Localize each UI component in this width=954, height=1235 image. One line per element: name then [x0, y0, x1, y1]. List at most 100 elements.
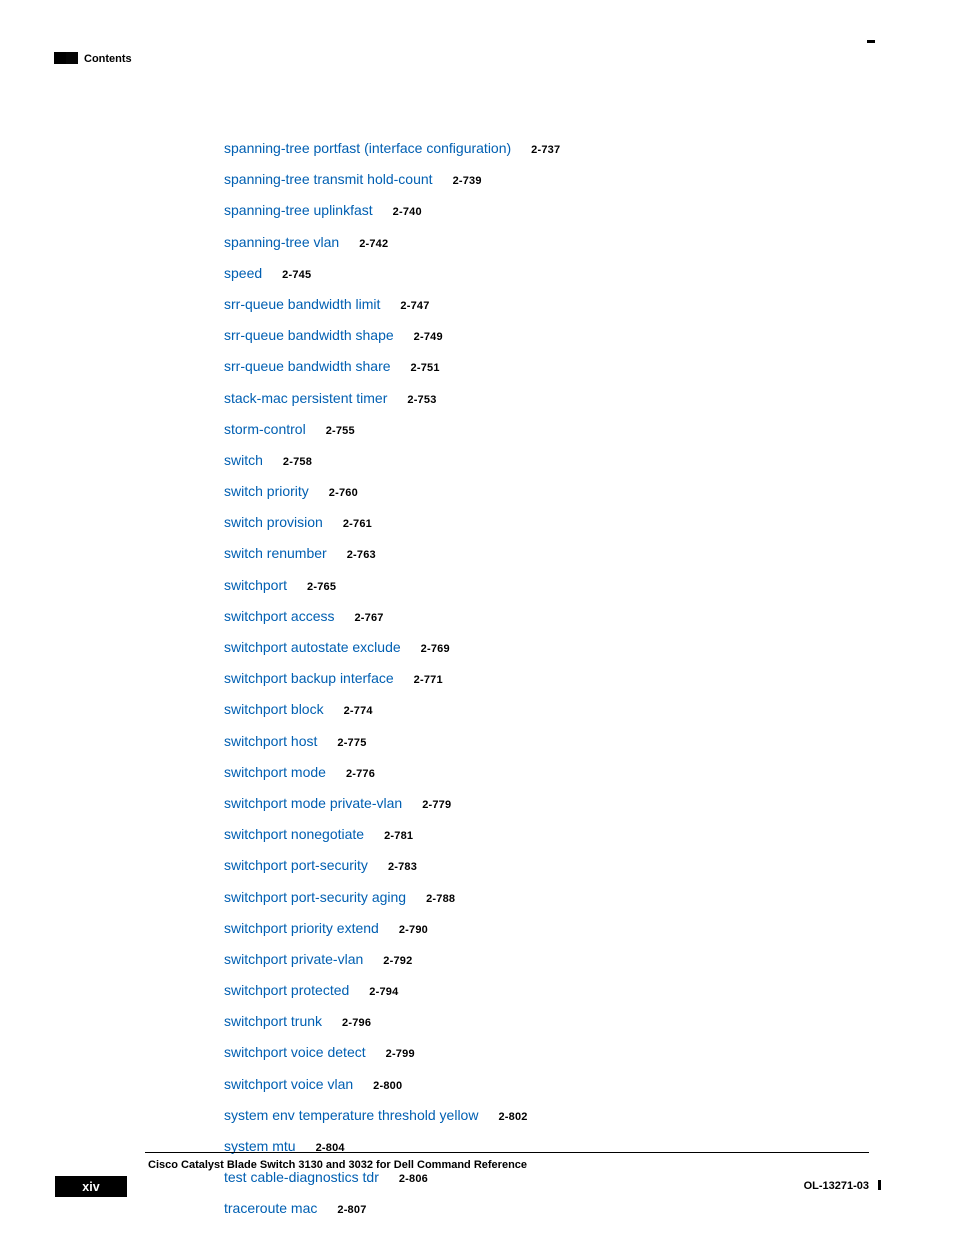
- toc-link[interactable]: spanning-tree uplinkfast: [224, 202, 373, 218]
- footer-separator: [145, 1152, 869, 1153]
- toc-page-ref: 2-767: [354, 612, 383, 624]
- toc-page-ref: 2-760: [329, 487, 358, 499]
- toc-row: spanning-tree portfast (interface config…: [224, 140, 864, 156]
- toc-link[interactable]: switchport protected: [224, 982, 349, 998]
- toc-page-ref: 2-794: [369, 986, 398, 998]
- toc-page-ref: 2-737: [531, 144, 560, 156]
- toc-page-ref: 2-800: [373, 1080, 402, 1092]
- toc-link[interactable]: stack-mac persistent timer: [224, 390, 387, 406]
- toc-row: switchport backup interface2-771: [224, 670, 864, 686]
- toc-page-ref: 2-751: [411, 362, 440, 374]
- toc-page-ref: 2-755: [326, 425, 355, 437]
- toc-link[interactable]: switchport port-security aging: [224, 889, 406, 905]
- toc-page-ref: 2-792: [383, 955, 412, 967]
- toc-link[interactable]: spanning-tree portfast (interface config…: [224, 140, 511, 156]
- toc-row: test cable-diagnostics tdr 2-806: [224, 1169, 864, 1185]
- toc-link[interactable]: switchport: [224, 577, 287, 593]
- toc-page-ref: 2-776: [346, 768, 375, 780]
- toc-link[interactable]: switch provision: [224, 514, 323, 530]
- toc-link[interactable]: test cable-diagnostics tdr: [224, 1169, 379, 1185]
- toc-page-ref: 2-807: [337, 1204, 366, 1216]
- toc-row: switchport access 2-767: [224, 608, 864, 624]
- toc-page-ref: 2-742: [359, 238, 388, 250]
- toc-page-ref: 2-740: [393, 206, 422, 218]
- toc-row: speed 2-745: [224, 265, 864, 281]
- toc-page-ref: 2-783: [388, 861, 417, 873]
- toc-page-ref: 2-779: [422, 799, 451, 811]
- toc-link[interactable]: switchport backup interface: [224, 670, 394, 686]
- toc-row: srr-queue bandwidth shape 2-749: [224, 327, 864, 343]
- toc-link[interactable]: traceroute mac: [224, 1200, 317, 1216]
- toc-row: spanning-tree uplinkfast 2-740: [224, 202, 864, 218]
- toc-page-ref: 2-739: [453, 175, 482, 187]
- toc-page-ref: 2-775: [337, 737, 366, 749]
- toc-page-ref: 2-747: [400, 300, 429, 312]
- toc-row: switchport port-security 2-783: [224, 857, 864, 873]
- table-of-contents: spanning-tree portfast (interface config…: [224, 140, 864, 1232]
- toc-link[interactable]: switchport mode private-vlan: [224, 795, 402, 811]
- toc-page-ref: 2-769: [421, 643, 450, 655]
- toc-row: switchport private-vlan 2-792: [224, 951, 864, 967]
- footer-doc-id: OL-13271-03: [804, 1180, 869, 1192]
- toc-link[interactable]: switch: [224, 452, 263, 468]
- toc-row: switchport port-security aging2-788: [224, 889, 864, 905]
- toc-link[interactable]: storm-control: [224, 421, 306, 437]
- toc-row: switchport mode 2-776: [224, 764, 864, 780]
- footer-book-title: Cisco Catalyst Blade Switch 3130 and 303…: [148, 1159, 527, 1171]
- toc-link[interactable]: switchport trunk: [224, 1013, 322, 1029]
- toc-link[interactable]: switchport private-vlan: [224, 951, 363, 967]
- toc-page-ref: 2-753: [407, 394, 436, 406]
- toc-row: switchport protected 2-794: [224, 982, 864, 998]
- toc-link[interactable]: switchport voice detect: [224, 1044, 366, 1060]
- toc-link[interactable]: switchport port-security: [224, 857, 368, 873]
- toc-row: spanning-tree vlan 2-742: [224, 234, 864, 250]
- toc-link[interactable]: switchport priority extend: [224, 920, 379, 936]
- toc-row: spanning-tree transmit hold-count 2-739: [224, 171, 864, 187]
- toc-link[interactable]: switchport voice vlan: [224, 1076, 353, 1092]
- toc-link[interactable]: system env temperature threshold yellow: [224, 1107, 478, 1123]
- toc-page-ref: 2-799: [386, 1048, 415, 1060]
- toc-row: switchport voice vlan 2-800: [224, 1076, 864, 1092]
- toc-page-ref: 2-765: [307, 581, 336, 593]
- toc-row: switchport autostate exclude 2-769: [224, 639, 864, 655]
- toc-page-ref: 2-745: [282, 269, 311, 281]
- page-number-box: xiv: [55, 1176, 127, 1197]
- toc-row: switch renumber 2-763: [224, 545, 864, 561]
- toc-link[interactable]: switchport host: [224, 733, 317, 749]
- page-number: xiv: [82, 1180, 99, 1194]
- toc-link[interactable]: switchport nonegotiate: [224, 826, 364, 842]
- toc-page-ref: 2-758: [283, 456, 312, 468]
- header-decor-block-2: [66, 52, 78, 64]
- toc-row: srr-queue bandwidth limit 2-747: [224, 296, 864, 312]
- toc-link[interactable]: switchport block: [224, 701, 324, 717]
- toc-row: switchport host 2-775: [224, 733, 864, 749]
- toc-row: switchport nonegotiate 2-781: [224, 826, 864, 842]
- toc-link[interactable]: switchport mode: [224, 764, 326, 780]
- toc-row: traceroute mac 2-807: [224, 1200, 864, 1216]
- toc-row: storm-control 2-755: [224, 421, 864, 437]
- toc-row: switchport 2-765: [224, 577, 864, 593]
- toc-row: switch provision 2-761: [224, 514, 864, 530]
- toc-row: switchport block 2-774: [224, 701, 864, 717]
- toc-link[interactable]: spanning-tree transmit hold-count: [224, 171, 433, 187]
- toc-link[interactable]: switchport access: [224, 608, 334, 624]
- toc-row: switchport trunk2-796: [224, 1013, 864, 1029]
- toc-link[interactable]: switch renumber: [224, 545, 327, 561]
- toc-link[interactable]: switch priority: [224, 483, 309, 499]
- toc-page-ref: 2-774: [344, 705, 373, 717]
- toc-link[interactable]: srr-queue bandwidth shape: [224, 327, 394, 343]
- toc-row: switchport voice detect 2-799: [224, 1044, 864, 1060]
- toc-row: switch 2-758: [224, 452, 864, 468]
- toc-link[interactable]: spanning-tree vlan: [224, 234, 339, 250]
- toc-page-ref: 2-763: [347, 549, 376, 561]
- toc-link[interactable]: srr-queue bandwidth share: [224, 358, 391, 374]
- toc-link[interactable]: srr-queue bandwidth limit: [224, 296, 380, 312]
- toc-link[interactable]: switchport autostate exclude: [224, 639, 401, 655]
- toc-link[interactable]: speed: [224, 265, 262, 281]
- toc-page-ref: 2-781: [384, 830, 413, 842]
- toc-page-ref: 2-761: [343, 518, 372, 530]
- toc-page-ref: 2-749: [414, 331, 443, 343]
- toc-page-ref: 2-806: [399, 1173, 428, 1185]
- toc-page-ref: 2-802: [498, 1111, 527, 1123]
- toc-row: switchport mode private-vlan 2-779: [224, 795, 864, 811]
